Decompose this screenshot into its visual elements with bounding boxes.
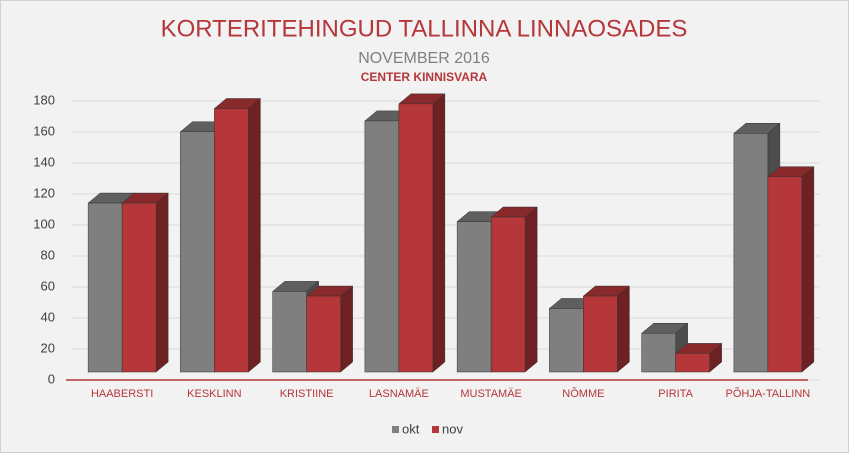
y-tick-label: 40 [41,309,55,324]
bar [398,103,434,373]
y-tick-label: 100 [33,216,55,231]
bar-side [617,285,630,373]
bar [87,202,123,373]
bar [767,176,803,373]
chart-subtitle: NOVEMBER 2016 [358,50,490,67]
y-tick-label: 80 [41,247,55,262]
bar [675,353,710,373]
bar-side [340,285,353,373]
bar-side [248,97,261,373]
x-tick-label: PIRITA [658,388,693,400]
y-tick-label: 60 [41,278,55,293]
y-tick-label: 20 [41,340,55,355]
y-tick-label: 0 [48,371,55,386]
bar [272,291,307,373]
legend-label: okt [402,421,420,436]
x-tick-label: KESKLINN [187,388,241,400]
bar [306,295,341,373]
bar [121,202,157,373]
bar [180,131,215,373]
x-tick-label: KRISTIINE [280,388,334,400]
bar-side [432,93,446,373]
x-tick-label: HAABERSTI [91,388,153,400]
bar-side [801,166,815,373]
bar [456,221,492,373]
bar [641,333,676,373]
chart-source: CENTER KINNISVARA [361,70,488,84]
bar [733,133,769,373]
bar-side [524,206,538,373]
y-tick-label: 140 [33,154,55,169]
bar [549,308,584,373]
bar [490,216,526,373]
bar [583,295,618,373]
x-tick-label: MUSTAMÄE [460,388,522,400]
legend-swatch [432,426,439,433]
bar [364,120,400,373]
x-tick-label: LASNAMÄE [369,388,429,400]
x-tick-label: NÕMME [562,387,604,400]
y-tick-label: 120 [33,185,55,200]
legend-swatch [392,426,399,433]
x-tick-label: PÕHJA-TALLINN [725,387,810,400]
bar-side [155,192,169,373]
y-tick-label: 160 [33,123,55,138]
bar [214,108,249,373]
chart-title: KORTERITEHINGUD TALLINNA LINNAOSADES [161,15,688,42]
y-tick-label: 180 [33,92,55,107]
legend-label: nov [442,421,463,436]
